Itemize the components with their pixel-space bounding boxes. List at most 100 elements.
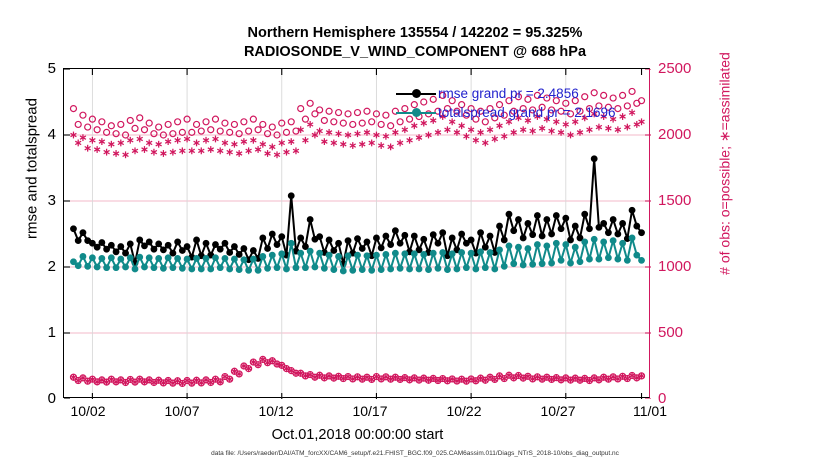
obs-possible-marker bbox=[595, 102, 603, 110]
marker-asterisk bbox=[226, 375, 233, 383]
series-point bbox=[401, 250, 409, 258]
series-point bbox=[373, 251, 380, 259]
series-point bbox=[268, 251, 276, 259]
obs-possible-marker bbox=[183, 115, 191, 123]
series-point bbox=[202, 255, 210, 262]
series-point bbox=[302, 243, 309, 250]
series-point bbox=[216, 264, 224, 272]
series-point bbox=[439, 229, 447, 237]
obs-possible-marker bbox=[500, 111, 508, 119]
series-point bbox=[136, 236, 144, 244]
obs-possible-marker bbox=[495, 101, 504, 109]
obs-possible-marker bbox=[448, 97, 456, 105]
obs-possible-marker bbox=[339, 119, 347, 127]
obs-possible-marker bbox=[547, 106, 556, 114]
obs-possible-marker bbox=[510, 107, 518, 115]
marker-asterisk bbox=[84, 144, 91, 152]
series-point bbox=[354, 251, 361, 259]
obs-possible-marker bbox=[159, 131, 168, 139]
marker-asterisk bbox=[458, 122, 465, 130]
series-point bbox=[562, 241, 570, 248]
series-point bbox=[453, 265, 461, 273]
series-point bbox=[538, 260, 546, 268]
series-point bbox=[477, 229, 484, 237]
obs-possible-marker bbox=[387, 122, 395, 130]
marker-asterisk bbox=[202, 136, 210, 144]
marker-asterisk bbox=[638, 118, 645, 126]
series-point bbox=[600, 220, 608, 227]
marker-asterisk bbox=[231, 140, 238, 148]
series-point bbox=[240, 256, 248, 264]
marker-asterisk bbox=[373, 131, 380, 139]
obs-possible-marker bbox=[178, 128, 186, 136]
marker-asterisk bbox=[240, 138, 248, 145]
y-right-tick-2000: 2000 bbox=[658, 126, 692, 143]
marker-asterisk bbox=[401, 126, 409, 134]
obs-possible-marker bbox=[458, 101, 466, 109]
data-file-footer: data file: /Users/raeder/DAI/ATM_forcXX/… bbox=[211, 450, 619, 457]
marker-asterisk bbox=[250, 136, 257, 144]
series-point bbox=[382, 251, 390, 258]
obs-possible-marker bbox=[320, 116, 328, 125]
marker-asterisk bbox=[193, 139, 200, 147]
marker-asterisk bbox=[628, 109, 636, 116]
marker-asterisk bbox=[183, 135, 191, 143]
obs-possible-marker bbox=[396, 118, 404, 126]
series-point bbox=[377, 244, 385, 252]
marker-asterisk bbox=[614, 126, 622, 134]
obs-possible-marker bbox=[126, 116, 134, 125]
obs-possible-marker bbox=[93, 126, 101, 134]
series-point bbox=[278, 233, 286, 241]
series-point bbox=[467, 236, 475, 244]
series-point bbox=[122, 263, 129, 271]
series-point bbox=[538, 232, 546, 240]
obs-possible-marker bbox=[410, 101, 418, 109]
obs-possible-marker bbox=[325, 107, 333, 115]
marker-asterisk bbox=[477, 128, 484, 136]
y-left-tick-1: 1 bbox=[47, 324, 56, 341]
series-point bbox=[193, 236, 200, 244]
marker-asterisk bbox=[581, 114, 588, 122]
series-point bbox=[358, 266, 366, 274]
marker-asterisk bbox=[302, 136, 309, 144]
obs-possible-marker bbox=[84, 123, 92, 131]
series-point bbox=[510, 260, 518, 268]
obs-possible-marker bbox=[557, 107, 565, 115]
series-point bbox=[335, 253, 342, 260]
obs-possible-marker bbox=[131, 124, 139, 133]
marker-asterisk bbox=[188, 147, 196, 155]
y-left-tick-2: 2 bbox=[47, 258, 56, 275]
series-point bbox=[472, 265, 480, 273]
marker-asterisk bbox=[103, 148, 110, 156]
series-point bbox=[306, 247, 314, 255]
obs-possible-marker bbox=[462, 111, 470, 119]
series-point bbox=[112, 248, 120, 256]
obs-possible-marker bbox=[453, 107, 461, 115]
obs-possible-marker bbox=[420, 98, 428, 106]
series-4 bbox=[69, 355, 646, 388]
obs-possible-marker bbox=[434, 107, 442, 115]
series-point bbox=[533, 241, 541, 248]
series-point bbox=[339, 267, 347, 275]
series-point bbox=[420, 251, 428, 258]
series-point bbox=[439, 249, 447, 256]
series-point bbox=[368, 266, 376, 274]
obs-possible-marker bbox=[145, 119, 153, 127]
plot-canvas bbox=[64, 69, 651, 399]
obs-possible-marker bbox=[609, 94, 617, 102]
obs-possible-marker bbox=[230, 120, 239, 129]
series-point bbox=[141, 263, 148, 271]
obs-possible-marker bbox=[150, 130, 158, 138]
marker-asterisk bbox=[330, 139, 338, 147]
obs-possible-marker bbox=[476, 107, 485, 115]
series-point bbox=[543, 242, 551, 250]
series-point bbox=[529, 231, 537, 239]
marker-asterisk bbox=[368, 139, 375, 147]
series-point bbox=[297, 249, 305, 257]
series-point bbox=[434, 239, 442, 247]
series-point bbox=[150, 245, 158, 253]
series-point bbox=[160, 246, 167, 254]
marker-asterisk bbox=[500, 132, 508, 140]
obs-possible-marker bbox=[590, 89, 598, 97]
series-point bbox=[150, 264, 158, 272]
